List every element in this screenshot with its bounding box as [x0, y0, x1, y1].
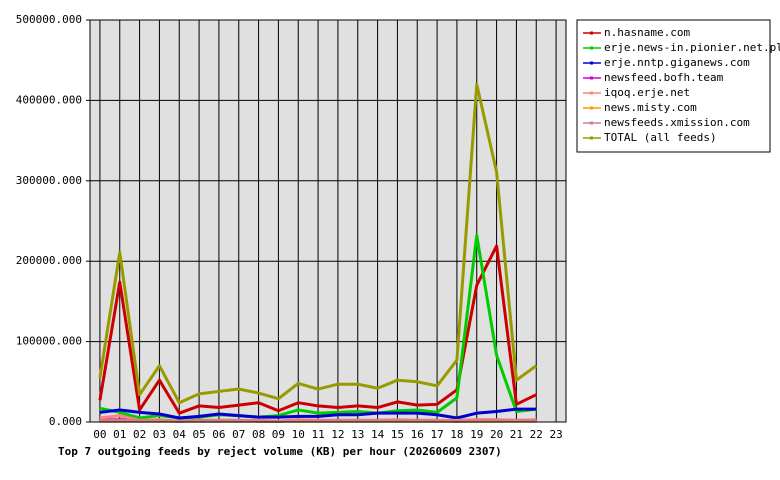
series-lines	[98, 82, 538, 423]
x-tick-label: 07	[232, 428, 245, 441]
x-tick-label: 08	[252, 428, 265, 441]
x-tick-label: 22	[530, 428, 543, 441]
legend-label: newsfeed.bofh.team	[604, 71, 724, 84]
x-tick-label: 14	[371, 428, 385, 441]
y-tick-label: 200000.000	[16, 254, 82, 267]
x-tick-label: 21	[510, 428, 523, 441]
x-tick-label: 23	[549, 428, 562, 441]
legend-marker	[590, 76, 593, 80]
legend-label: newsfeeds.xmission.com	[604, 116, 750, 129]
series-line	[99, 407, 537, 420]
x-tick-label: 13	[351, 428, 364, 441]
plot-border	[89, 19, 567, 423]
x-tick-label: 12	[331, 428, 344, 441]
legend-marker	[590, 106, 593, 110]
legend-label: iqoq.erje.net	[604, 86, 690, 99]
x-tick-label: 09	[272, 428, 285, 441]
y-tick-label: 500000.000	[16, 13, 82, 26]
chart-title: Top 7 outgoing feeds by reject volume (K…	[58, 445, 502, 458]
x-tick-label: 04	[173, 428, 187, 441]
x-tick-label: 20	[490, 428, 503, 441]
plot-area	[90, 20, 566, 422]
legend-marker	[590, 121, 593, 125]
legend-label: n.hasname.com	[604, 26, 690, 39]
x-tick-label: 00	[93, 428, 106, 441]
legend-label: erje.news-in.pionier.net.pl	[604, 41, 780, 54]
x-tick-label: 17	[430, 428, 443, 441]
x-tick-label: 06	[212, 428, 225, 441]
x-tick-label: 02	[133, 428, 146, 441]
series-line	[98, 82, 538, 405]
legend-label: news.misty.com	[604, 101, 697, 114]
legend-marker	[590, 46, 593, 50]
legend-box	[576, 19, 771, 153]
y-tick-label: 100000.000	[16, 335, 82, 348]
x-tick-label: 01	[113, 428, 126, 441]
legend-label: TOTAL (all feeds)	[604, 131, 717, 144]
x-tick-label: 10	[292, 428, 305, 441]
legend-marker	[590, 91, 593, 95]
x-tick-label: 15	[391, 428, 404, 441]
series-line	[99, 418, 537, 423]
x-tick-label: 16	[411, 428, 424, 441]
axes: 0.000 100000.000 200000.000 300000.000 40000…	[16, 13, 563, 441]
legend: n.hasname.com erje.news-in.pionier.net.pl…	[583, 26, 780, 144]
x-tick-label: 05	[192, 428, 205, 441]
y-tick-label: 400000.000	[16, 93, 82, 106]
y-tick-label: 0.000	[49, 415, 82, 428]
legend-marker	[590, 61, 593, 65]
x-tick-label: 03	[153, 428, 166, 441]
x-tick-label: 18	[450, 428, 463, 441]
legend-marker	[590, 136, 593, 140]
x-tick-label: 11	[311, 428, 324, 441]
legend-label: erje.nntp.giganews.com	[604, 56, 750, 69]
legend-marker	[590, 31, 593, 35]
y-tick-label: 300000.000	[16, 174, 82, 187]
x-tick-label: 19	[470, 428, 483, 441]
